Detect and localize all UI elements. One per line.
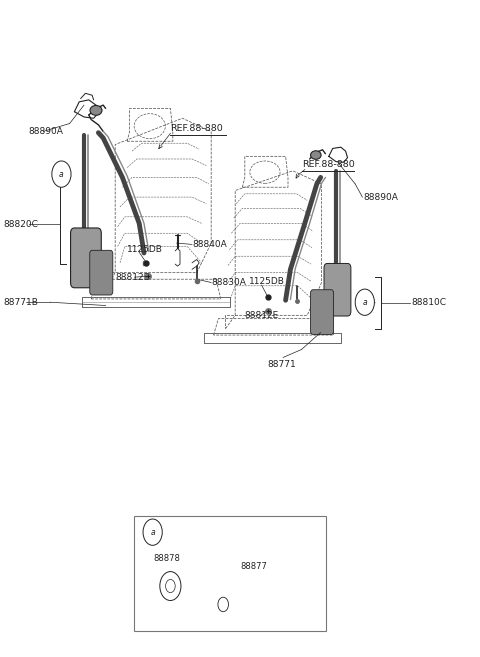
Text: a: a [362,298,367,307]
Text: 1125DB: 1125DB [249,277,285,286]
FancyBboxPatch shape [311,290,334,334]
Text: 88877: 88877 [240,562,267,571]
Text: 88830A: 88830A [211,278,246,287]
FancyBboxPatch shape [134,516,326,631]
Circle shape [52,161,71,187]
Text: 88771: 88771 [268,360,297,369]
FancyBboxPatch shape [71,228,101,288]
Text: REF.88-880: REF.88-880 [302,160,355,169]
Text: a: a [59,170,64,179]
Text: 88840A: 88840A [192,240,227,249]
Text: 88890A: 88890A [363,193,398,202]
Text: a: a [150,528,155,537]
Text: 88820C: 88820C [3,219,38,229]
Text: REF.88-880: REF.88-880 [170,124,223,133]
Text: 88812E: 88812E [115,273,149,282]
Text: 1125DB: 1125DB [127,244,163,254]
Ellipse shape [311,150,321,160]
Circle shape [143,519,162,545]
Text: 88878: 88878 [154,554,180,563]
Text: 88812E: 88812E [245,311,279,320]
Text: 88890A: 88890A [29,127,64,136]
FancyBboxPatch shape [324,263,351,316]
Text: 88771B: 88771B [3,298,38,307]
Text: 88810C: 88810C [411,298,446,307]
FancyBboxPatch shape [90,250,113,295]
Circle shape [355,289,374,315]
Ellipse shape [90,105,102,116]
